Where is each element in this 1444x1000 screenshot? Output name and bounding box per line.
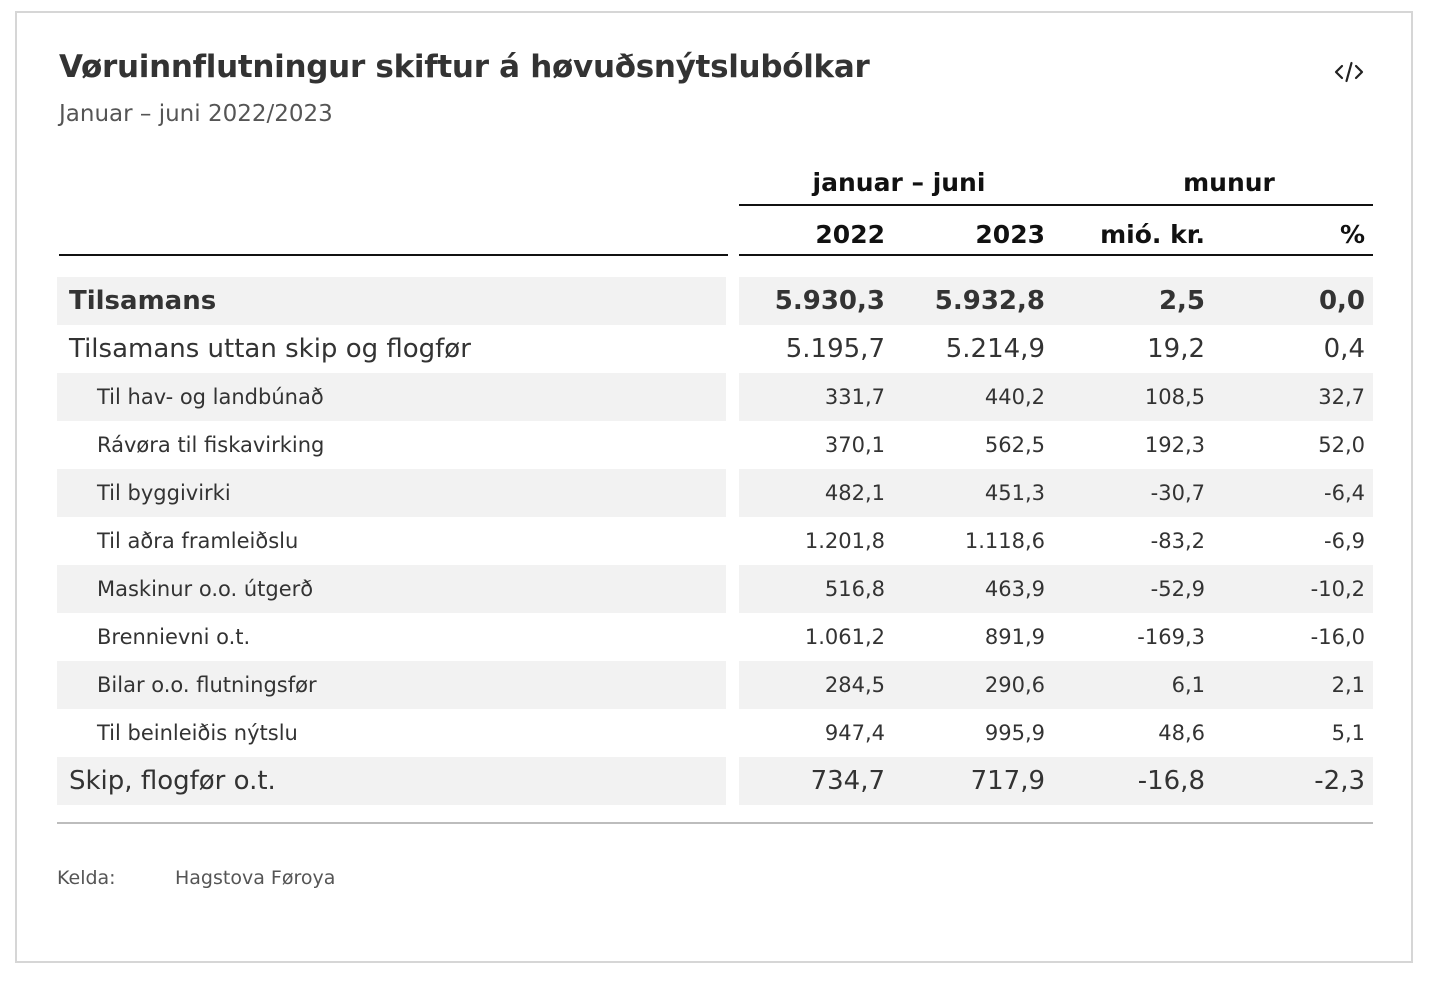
value-diff: -30,7 bbox=[1150, 481, 1205, 505]
row-label: Maskinur o.o. útgerð bbox=[57, 565, 726, 613]
row-values: 947,4 995,9 48,6 5,1 bbox=[739, 709, 1373, 757]
table-row: Maskinur o.o. útgerð 516,8 463,9 -52,9 -… bbox=[57, 565, 1373, 613]
value-2023: 5.214,9 bbox=[945, 334, 1045, 364]
page-title: Vøruinnflutningur skiftur á høvuðsnýtslu… bbox=[59, 49, 870, 85]
row-values: 482,1 451,3 -30,7 -6,4 bbox=[739, 469, 1373, 517]
row-label: Til aðra framleiðslu bbox=[97, 529, 299, 553]
row-values: 331,7 440,2 108,5 32,7 bbox=[739, 373, 1373, 421]
value-pct: -16,0 bbox=[1310, 625, 1365, 649]
label-header-rule bbox=[59, 254, 728, 256]
table-bottom-rule bbox=[57, 822, 1373, 824]
value-2023: 562,5 bbox=[984, 433, 1045, 457]
value-2022: 734,7 bbox=[810, 766, 885, 796]
table-row: Bilar o.o. flutningsfør 284,5 290,6 6,1 … bbox=[57, 661, 1373, 709]
value-2022: 482,1 bbox=[824, 481, 885, 505]
table-row: Til byggivirki 482,1 451,3 -30,7 -6,4 bbox=[57, 469, 1373, 517]
value-2022: 516,8 bbox=[824, 577, 885, 601]
value-pct: -10,2 bbox=[1310, 577, 1365, 601]
value-2023: 717,9 bbox=[970, 766, 1045, 796]
table-row: Tilsamans uttan skip og flogfør 5.195,7 … bbox=[57, 325, 1373, 373]
value-pct: 32,7 bbox=[1318, 385, 1365, 409]
row-values: 370,1 562,5 192,3 52,0 bbox=[739, 421, 1373, 469]
row-values: 1.061,2 891,9 -169,3 -16,0 bbox=[739, 613, 1373, 661]
row-label: Til beinleiðis nýtslu bbox=[97, 721, 298, 745]
code-embed-icon bbox=[1331, 57, 1367, 87]
header-col-diff-abs: mió. kr. bbox=[1100, 220, 1205, 249]
source-label: Kelda: bbox=[57, 867, 116, 889]
value-diff: 192,3 bbox=[1144, 433, 1205, 457]
values-header-rule bbox=[739, 254, 1373, 256]
header-col-2023: 2023 bbox=[975, 220, 1045, 249]
row-values: 734,7 717,9 -16,8 -2,3 bbox=[739, 757, 1373, 805]
value-pct: -6,4 bbox=[1324, 481, 1365, 505]
value-2023: 1.118,6 bbox=[964, 529, 1045, 553]
value-diff: -52,9 bbox=[1150, 577, 1205, 601]
row-label: Brennievni o.t. bbox=[97, 625, 251, 649]
row-label: Tilsamans uttan skip og flogfør bbox=[69, 334, 471, 364]
value-2022: 331,7 bbox=[824, 385, 885, 409]
value-2023: 995,9 bbox=[984, 721, 1045, 745]
value-2023: 290,6 bbox=[984, 673, 1045, 697]
value-2022: 5.930,3 bbox=[774, 286, 885, 316]
value-2023: 463,9 bbox=[984, 577, 1045, 601]
row-label: Tilsamans bbox=[57, 277, 726, 325]
row-values: 284,5 290,6 6,1 2,1 bbox=[739, 661, 1373, 709]
row-values: 5.930,3 5.932,8 2,5 0,0 bbox=[739, 277, 1373, 325]
value-diff: 2,5 bbox=[1158, 286, 1205, 316]
value-pct: 5,1 bbox=[1331, 721, 1365, 745]
table-row: Brennievni o.t. 1.061,2 891,9 -169,3 -16… bbox=[57, 613, 1373, 661]
group-header-rule bbox=[739, 204, 1373, 206]
value-2023: 440,2 bbox=[984, 385, 1045, 409]
source-value: Hagstova Føroya bbox=[175, 867, 336, 889]
embed-code-button[interactable] bbox=[1331, 57, 1367, 87]
row-label: Skip, flogfør o.t. bbox=[57, 757, 726, 805]
value-pct: -2,3 bbox=[1314, 766, 1365, 796]
value-pct: 2,1 bbox=[1331, 673, 1365, 697]
table-row: Rávøra til fiskavirking 370,1 562,5 192,… bbox=[57, 421, 1373, 469]
header-col-diff-pct: % bbox=[1339, 220, 1365, 249]
value-2022: 947,4 bbox=[824, 721, 885, 745]
value-diff: 48,6 bbox=[1158, 721, 1205, 745]
value-diff: -169,3 bbox=[1137, 625, 1205, 649]
value-2022: 1.201,8 bbox=[804, 529, 885, 553]
value-pct: 0,4 bbox=[1323, 334, 1365, 364]
value-2022: 284,5 bbox=[824, 673, 885, 697]
value-2023: 891,9 bbox=[984, 625, 1045, 649]
table-row: Til beinleiðis nýtslu 947,4 995,9 48,6 5… bbox=[57, 709, 1373, 757]
value-2023: 5.932,8 bbox=[934, 286, 1045, 316]
value-diff: 19,2 bbox=[1147, 334, 1205, 364]
row-label: Til hav- og landbúnað bbox=[57, 373, 726, 421]
value-2022: 5.195,7 bbox=[785, 334, 885, 364]
table-row: Skip, flogfør o.t. 734,7 717,9 -16,8 -2,… bbox=[57, 757, 1373, 805]
value-2022: 370,1 bbox=[824, 433, 885, 457]
value-diff: 108,5 bbox=[1144, 385, 1205, 409]
value-pct: -6,9 bbox=[1324, 529, 1365, 553]
value-2022: 1.061,2 bbox=[804, 625, 885, 649]
row-values: 516,8 463,9 -52,9 -10,2 bbox=[739, 565, 1373, 613]
header-group-diff: munur bbox=[1183, 168, 1275, 197]
row-label: Til byggivirki bbox=[57, 469, 726, 517]
row-values: 1.201,8 1.118,6 -83,2 -6,9 bbox=[739, 517, 1373, 565]
header-col-2022: 2022 bbox=[815, 220, 885, 249]
table-row: Tilsamans 5.930,3 5.932,8 2,5 0,0 bbox=[57, 277, 1373, 325]
value-pct: 52,0 bbox=[1318, 433, 1365, 457]
row-label: Bilar o.o. flutningsfør bbox=[57, 661, 726, 709]
page-subtitle: Januar – juni 2022/2023 bbox=[59, 101, 333, 127]
value-2023: 451,3 bbox=[984, 481, 1045, 505]
table-row: Til aðra framleiðslu 1.201,8 1.118,6 -83… bbox=[57, 517, 1373, 565]
value-pct: 0,0 bbox=[1318, 286, 1365, 316]
value-diff: 6,1 bbox=[1171, 673, 1205, 697]
value-diff: -83,2 bbox=[1150, 529, 1205, 553]
row-label: Rávøra til fiskavirking bbox=[97, 433, 325, 457]
table-card: Vøruinnflutningur skiftur á høvuðsnýtslu… bbox=[15, 11, 1413, 963]
value-diff: -16,8 bbox=[1137, 766, 1205, 796]
header-group-period: januar – juni bbox=[812, 168, 986, 197]
row-values: 5.195,7 5.214,9 19,2 0,4 bbox=[739, 325, 1373, 373]
table-row: Til hav- og landbúnað 331,7 440,2 108,5 … bbox=[57, 373, 1373, 421]
